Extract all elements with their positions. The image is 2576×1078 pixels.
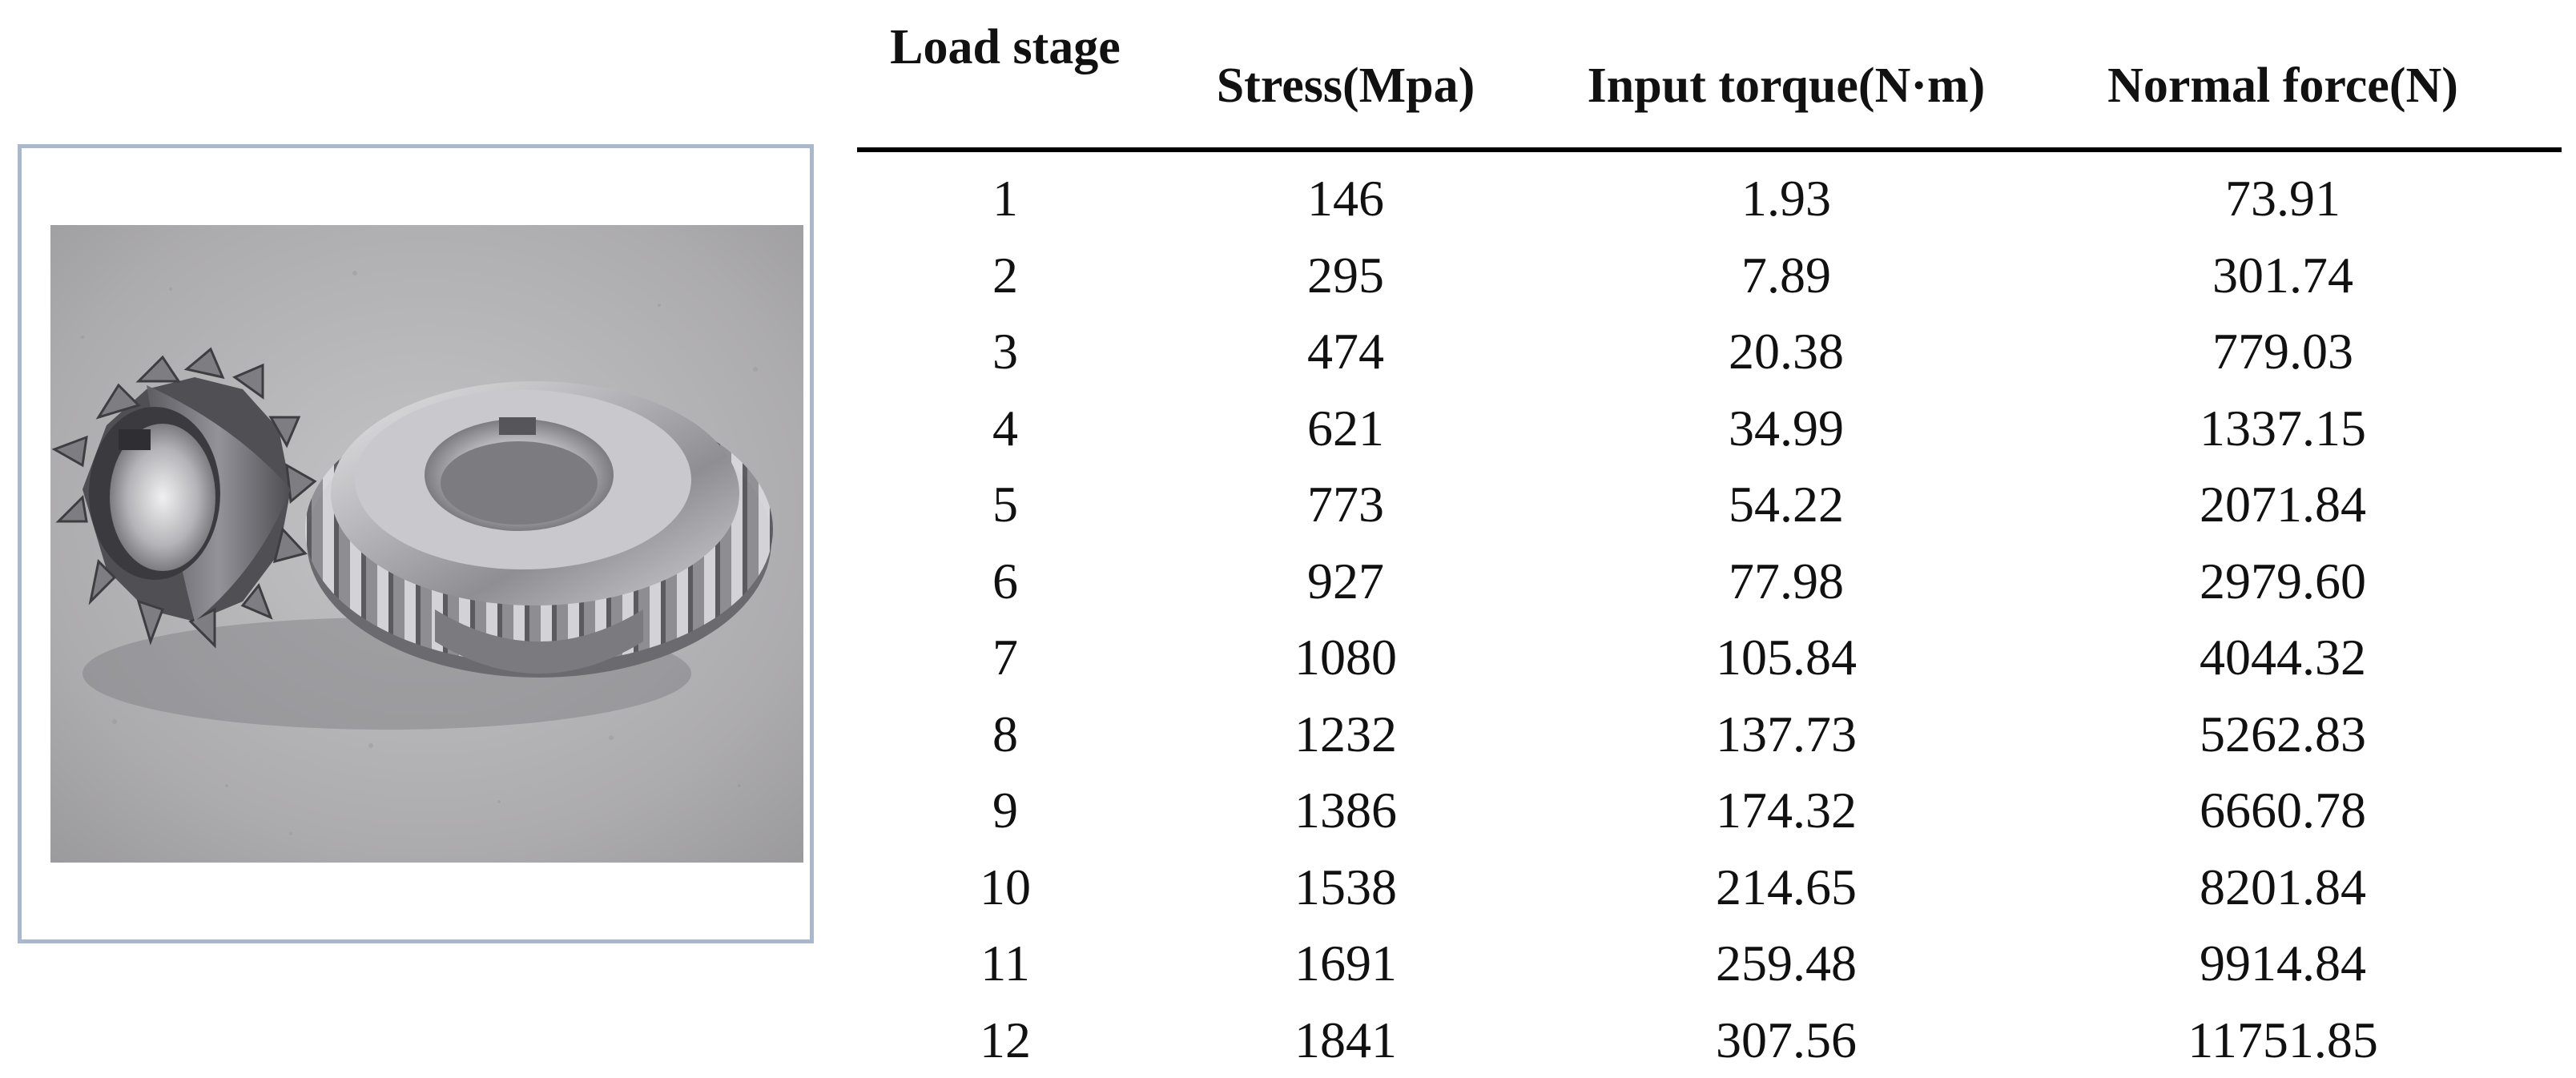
table-row: 12 1841 307.56 11751.85 [857,1002,2562,1078]
cell-input-torque: 7.89 [1626,237,1946,314]
cell-stress: 1386 [1234,772,1458,849]
table-row: 4 621 34.99 1337.15 [857,390,2562,467]
table-row: 8 1232 137.73 5262.83 [857,696,2562,773]
cell-stress: 146 [1234,160,1458,237]
cell-normal-force: 73.91 [2123,160,2443,237]
cell-load-stage: 11 [913,925,1097,1002]
cell-input-torque: 1.93 [1626,160,1946,237]
table-body: 1 146 1.93 73.91 2 295 7.89 301.74 3 474… [857,160,2562,1078]
cell-normal-force: 5262.83 [2123,696,2443,773]
cell-stress: 474 [1234,313,1458,390]
cell-load-stage: 7 [913,619,1097,696]
header-normal-force: Normal force(N) [2059,61,2507,111]
cell-stress: 621 [1234,390,1458,467]
cell-stress: 295 [1234,237,1458,314]
load-stage-table: Load stage Stress(Mpa) Input torque(N·m)… [857,0,2563,1069]
table-row: 7 1080 105.84 4044.32 [857,619,2562,696]
cell-input-torque: 137.73 [1626,696,1946,773]
cell-normal-force: 301.74 [2123,237,2443,314]
cell-load-stage: 3 [913,313,1097,390]
table-row: 3 474 20.38 779.03 [857,313,2562,390]
cell-stress: 927 [1234,543,1458,620]
cell-input-torque: 54.22 [1626,466,1946,543]
cell-input-torque: 307.56 [1626,1002,1946,1078]
table-row: 11 1691 259.48 9914.84 [857,925,2562,1002]
cell-normal-force: 4044.32 [2123,619,2443,696]
cell-input-torque: 174.32 [1626,772,1946,849]
cell-input-torque: 20.38 [1626,313,1946,390]
photo-frame [18,144,814,943]
cell-normal-force: 6660.78 [2123,772,2443,849]
cell-load-stage: 8 [913,696,1097,773]
cell-normal-force: 779.03 [2123,313,2443,390]
table-row: 9 1386 174.32 6660.78 [857,772,2562,849]
cell-stress: 773 [1234,466,1458,543]
cell-load-stage: 6 [913,543,1097,620]
cell-stress: 1691 [1234,925,1458,1002]
header-stress: Stress(Mpa) [1177,61,1514,111]
cell-stress: 1080 [1234,619,1458,696]
cell-load-stage: 12 [913,1002,1097,1078]
table-row: 2 295 7.89 301.74 [857,237,2562,314]
cell-input-torque: 105.84 [1626,619,1946,696]
cell-stress: 1232 [1234,696,1458,773]
cell-normal-force: 2071.84 [2123,466,2443,543]
cell-input-torque: 34.99 [1626,390,1946,467]
cell-load-stage: 2 [913,237,1097,314]
cell-load-stage: 9 [913,772,1097,849]
cell-stress: 1538 [1234,849,1458,926]
table-row: 5 773 54.22 2071.84 [857,466,2562,543]
cell-load-stage: 4 [913,390,1097,467]
table-row: 10 1538 214.65 8201.84 [857,849,2562,926]
cell-normal-force: 1337.15 [2123,390,2443,467]
cell-stress: 1841 [1234,1002,1458,1078]
header-input-torque: Input torque(N·m) [1546,61,2027,111]
table-row: 6 927 77.98 2979.60 [857,543,2562,620]
header-rule [857,147,2562,152]
spiral-bevel-gear-pair-photo [50,225,803,863]
cell-load-stage: 10 [913,849,1097,926]
header-load-stage: Load stage [857,22,1153,72]
table-row: 1 146 1.93 73.91 [857,160,2562,237]
cell-load-stage: 1 [913,160,1097,237]
cell-normal-force: 2979.60 [2123,543,2443,620]
cell-input-torque: 77.98 [1626,543,1946,620]
cell-input-torque: 259.48 [1626,925,1946,1002]
cell-load-stage: 5 [913,466,1097,543]
cell-input-torque: 214.65 [1626,849,1946,926]
cell-normal-force: 9914.84 [2123,925,2443,1002]
cell-normal-force: 8201.84 [2123,849,2443,926]
cell-normal-force: 11751.85 [2123,1002,2443,1078]
